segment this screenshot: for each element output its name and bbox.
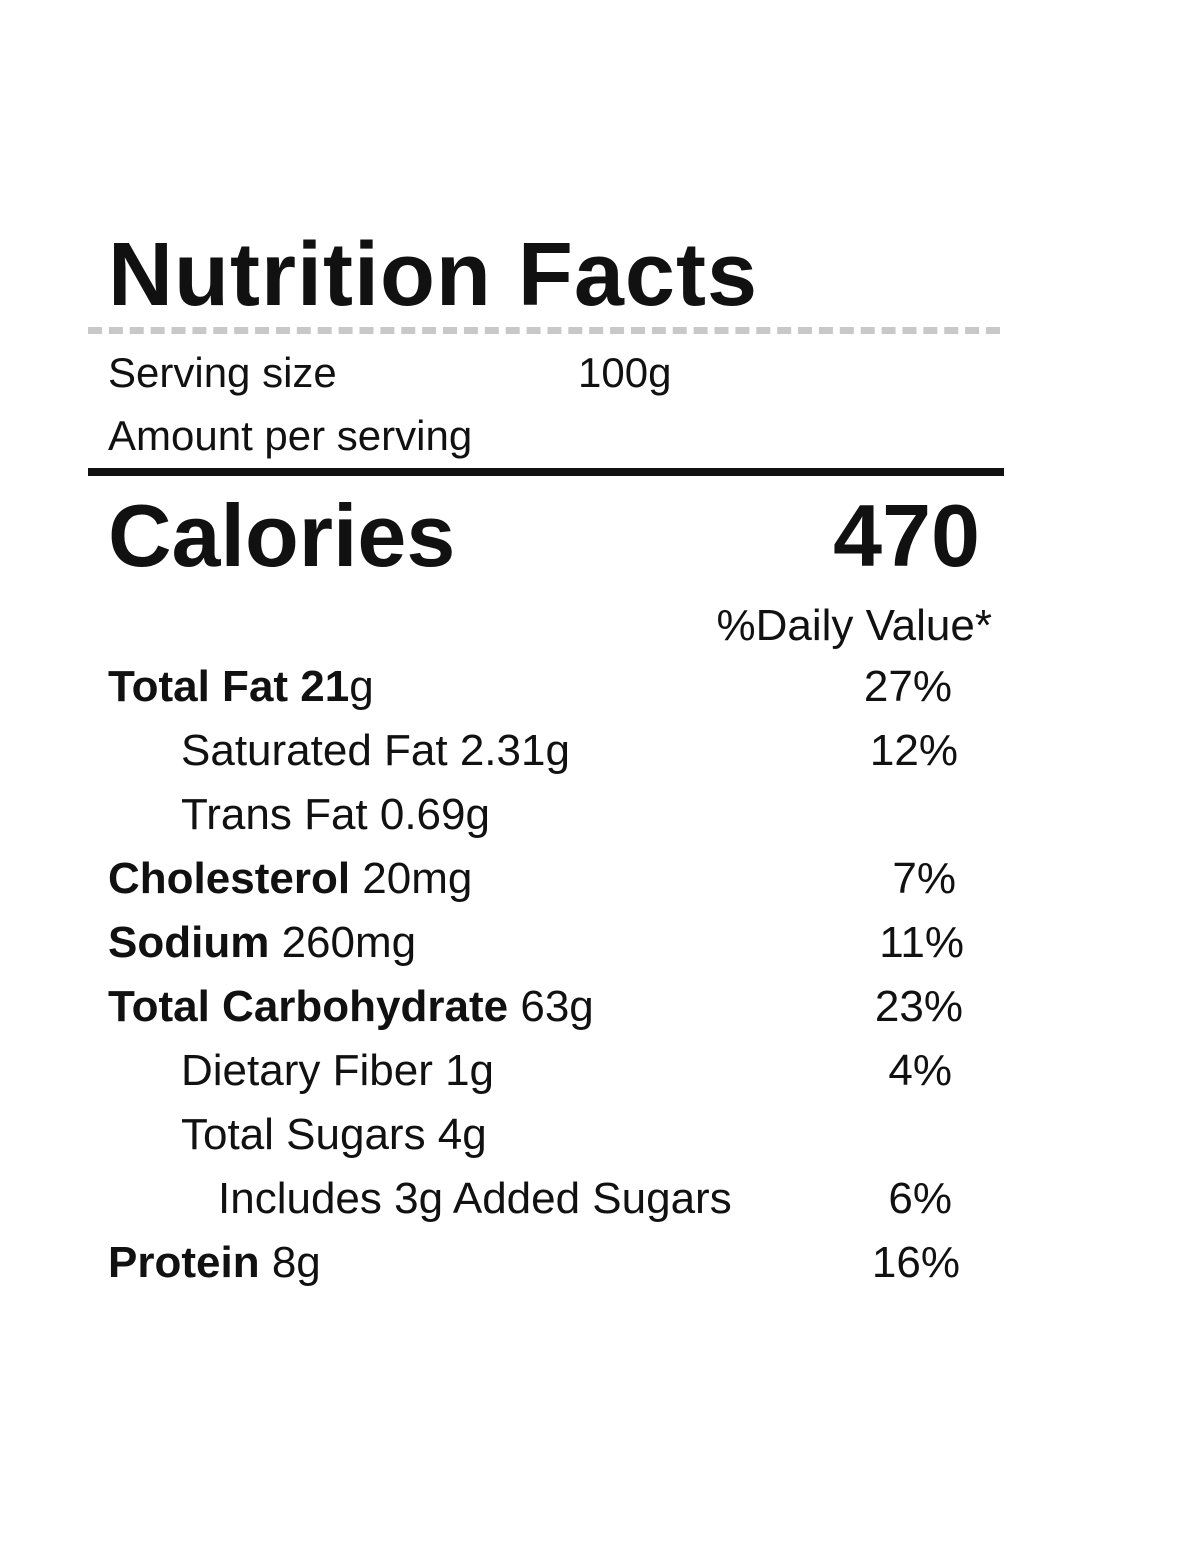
nutrient-name: Trans Fat 0.69g [181,790,490,839]
calories-value: 470 [833,486,980,585]
dashed-divider [88,327,1000,334]
nutrient-unit: g [349,662,374,711]
nutrient-dv: 23% [874,982,963,1031]
nutrient-amount: 63g [520,982,594,1031]
nutrient-dv: 4% [888,1046,952,1095]
nutrient-row-dietary-fiber: Dietary Fiber 1g [181,1046,495,1099]
nutrient-row-trans-fat: Trans Fat 0.69g [181,790,490,843]
nutrient-row-cholesterol: Cholesterol 20mg [108,854,473,907]
nutrient-dv: 16% [871,1238,960,1287]
daily-value-header: %Daily Value* [716,601,992,650]
nutrient-row-total-fat: Total Fat 21g [108,662,374,715]
nutrient-amount: 8g [271,1238,321,1287]
nutrient-name: Dietary Fiber 1g [181,1046,495,1095]
nutrient-row-sodium: Sodium 260mg [108,918,417,971]
nutrient-amount: 260mg [281,918,417,967]
nutrient-row-total-sugars: Total Sugars 4g [181,1110,487,1163]
nutrient-name: Includes 3g Added Sugars [218,1174,732,1223]
nutrient-row-total-carbohydrate: Total Carbohydrate 63g [108,982,594,1035]
nutrient-name: Saturated Fat 2.31g [181,726,570,775]
nutrient-row-protein: Protein 8g [108,1238,321,1291]
nutrient-dv: 6% [888,1174,952,1223]
serving-size-label: Serving size [108,349,337,396]
nutrient-row-added-sugars: Includes 3g Added Sugars [218,1174,732,1227]
amount-per-serving-label: Amount per serving [108,412,473,459]
nutrient-name: Total Carbohydrate [108,982,509,1031]
nutrient-name: Total Sugars 4g [181,1110,487,1159]
nutrient-dv: 27% [863,662,952,711]
nutrient-name: Protein [108,1238,260,1287]
nutrient-name: Total Fat [108,662,289,711]
nutrient-name: Sodium [108,918,270,967]
serving-size-value: 100g [578,349,672,396]
nutrient-dv: 11% [879,918,964,967]
nutrient-name: Cholesterol [108,854,351,903]
thick-divider [88,468,1004,476]
page-title: Nutrition Facts [108,225,759,325]
nutrient-amount: 20mg [362,854,473,903]
nutrient-dv: 12% [869,726,958,775]
calories-label: Calories [108,486,456,585]
nutrient-dv: 7% [892,854,956,903]
nutrient-amount: 21 [300,662,350,711]
nutrient-row-saturated-fat: Saturated Fat 2.31g [181,726,570,779]
